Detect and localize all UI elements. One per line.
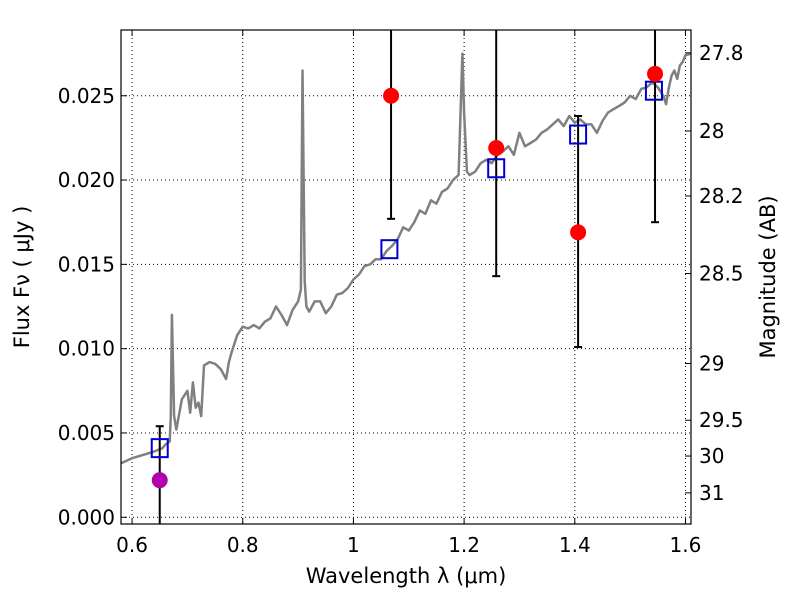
magnitude-tick-label: 29 [699, 351, 724, 375]
magnitude-tick-label: 30 [699, 444, 724, 468]
model-spectrum [121, 52, 691, 465]
observed-photometry-points [151, 65, 664, 489]
magnitude-axis-label: Magnitude (AB) [756, 195, 780, 358]
y-tick-label: 0.015 [58, 252, 115, 276]
observed-point [647, 65, 664, 82]
x-tick-label: 1.6 [670, 533, 702, 557]
grid-lines [121, 30, 691, 524]
model-point-square [380, 239, 399, 260]
x-tick-label: 1.2 [448, 533, 480, 557]
magnitude-tick-label: 27.8 [699, 41, 744, 65]
plot-frame [120, 29, 692, 525]
magnitude-tick-label: 28.2 [699, 184, 744, 208]
observed-point [488, 140, 505, 157]
magnitude-tick-label: 29.5 [699, 408, 744, 432]
x-tick-label: 0.6 [116, 533, 148, 557]
model-photometry-points [150, 80, 663, 459]
observed-point [151, 472, 168, 489]
axis-ticks [121, 30, 691, 524]
model-point-square [150, 438, 169, 459]
magnitude-tick-label: 28 [699, 119, 724, 143]
y-tick-label: 0.000 [58, 505, 115, 529]
y-tick-label: 0.025 [58, 84, 115, 108]
error-bars [155, 30, 660, 524]
model-point-square [569, 124, 588, 145]
spectrum-line [121, 52, 691, 465]
y-tick-label: 0.005 [58, 421, 115, 445]
y-tick-label: 0.010 [58, 337, 115, 361]
magnitude-tick-labels: 27.8 28 28.2 28.5 29 29.5 30 31 [699, 41, 744, 505]
x-tick-label: 0.8 [227, 533, 259, 557]
magnitude-tick-label: 31 [699, 481, 724, 505]
x-axis-label: Wavelength λ (μm) [306, 564, 507, 588]
observed-point [570, 224, 587, 241]
x-tick-labels: 0.6 0.8 1 1.2 1.4 1.6 [116, 533, 701, 557]
x-tick-label: 1.4 [559, 533, 591, 557]
observed-point [383, 87, 400, 104]
y-tick-label: 0.020 [58, 168, 115, 192]
magnitude-tick-label: 28.5 [699, 262, 744, 286]
y-tick-labels: 0.000 0.005 0.010 0.015 0.020 0.025 [58, 84, 115, 530]
y-axis-label: Flux Fν ( μJy ) [10, 206, 34, 349]
x-tick-label: 1 [347, 533, 360, 557]
model-point-square [487, 158, 506, 179]
